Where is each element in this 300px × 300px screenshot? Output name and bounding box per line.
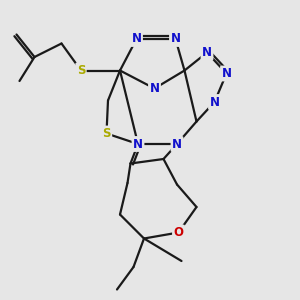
- Text: N: N: [221, 67, 232, 80]
- Text: N: N: [209, 95, 220, 109]
- Text: S: S: [77, 64, 85, 77]
- Text: N: N: [172, 137, 182, 151]
- Text: N: N: [170, 32, 181, 46]
- Text: S: S: [102, 127, 111, 140]
- Text: N: N: [202, 46, 212, 59]
- Text: O: O: [173, 226, 184, 239]
- Text: N: N: [133, 137, 143, 151]
- Text: N: N: [149, 82, 160, 95]
- Text: N: N: [131, 32, 142, 46]
